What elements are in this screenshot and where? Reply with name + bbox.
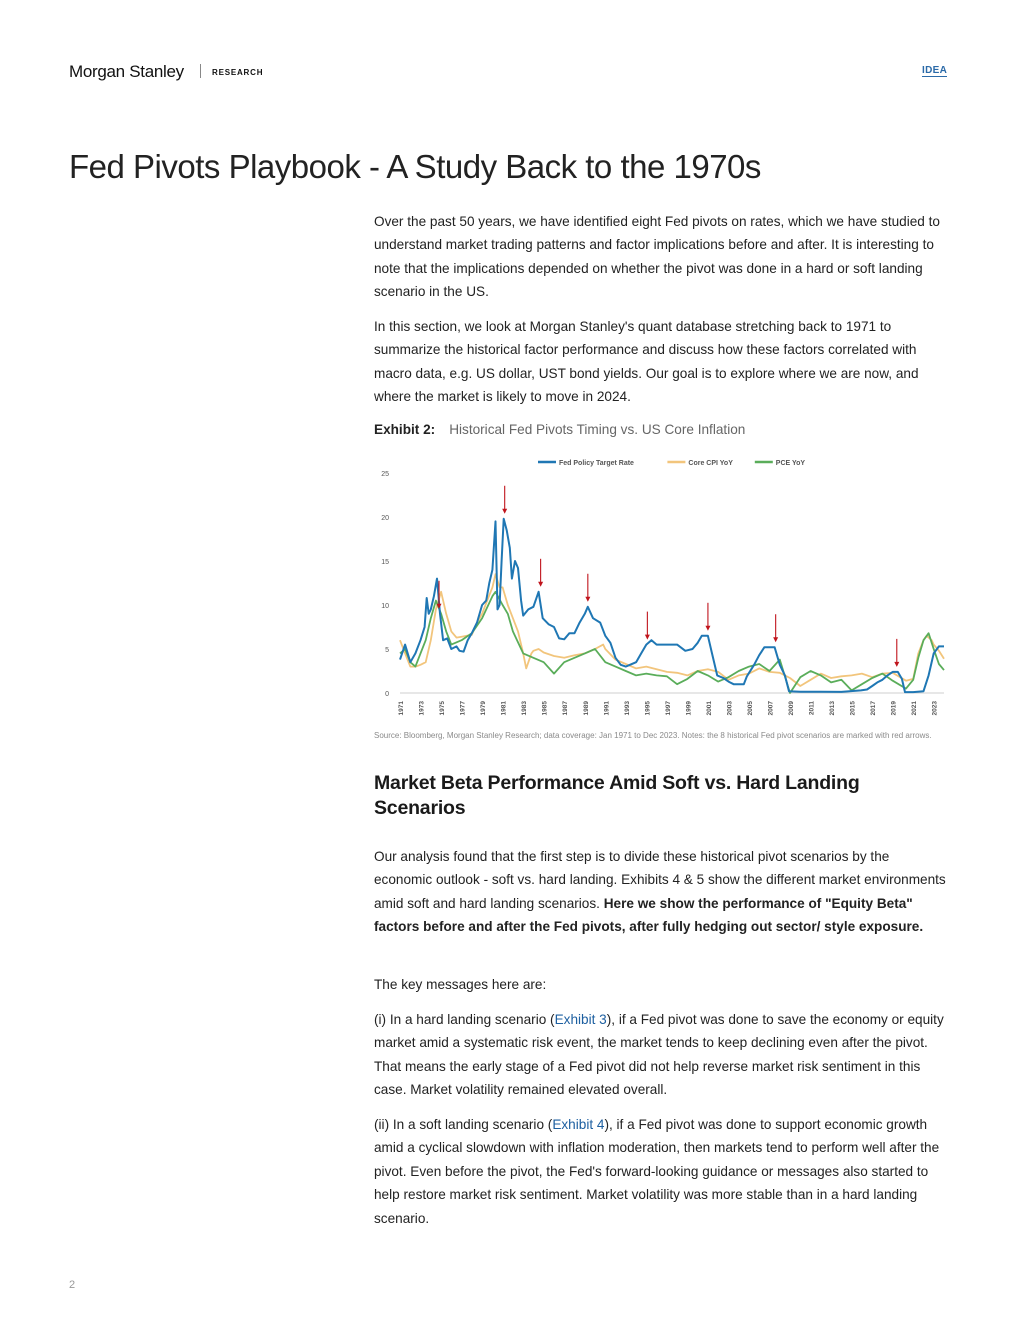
x-tick-label: 2011 bbox=[809, 701, 816, 715]
page-number: 2 bbox=[69, 1279, 76, 1291]
x-tick-label: 2017 bbox=[870, 701, 877, 716]
pivot-arrow-head bbox=[538, 581, 544, 587]
x-tick-label: 1973 bbox=[419, 701, 426, 716]
x-tick-label: 1997 bbox=[665, 701, 672, 716]
x-tick-label: 1977 bbox=[460, 701, 467, 716]
intro-paragraph-2: In this section, we look at Morgan Stanl… bbox=[374, 319, 919, 405]
soft-landing-text-b: ), if a Fed pivot was done to support ec… bbox=[374, 1117, 940, 1226]
legend-label: PCE YoY bbox=[776, 460, 806, 467]
x-tick-label: 2003 bbox=[726, 701, 733, 716]
pivot-arrow-head bbox=[436, 603, 442, 609]
x-tick-label: 2013 bbox=[829, 701, 836, 716]
x-tick-label: 1999 bbox=[685, 701, 692, 716]
pivot-arrow-head bbox=[644, 634, 650, 640]
exhibit-title: Historical Fed Pivots Timing vs. US Core… bbox=[449, 422, 746, 437]
y-tick-label: 5 bbox=[385, 647, 389, 654]
section-heading: Market Beta Performance Amid Soft vs. Ha… bbox=[374, 772, 860, 819]
y-tick-label: 0 bbox=[385, 691, 389, 698]
chart-svg: 0 5 10 15 20 25 1971 1973 1975 1977 1979 1981 1983 19… bbox=[381, 460, 945, 716]
x-tick-label: 1987 bbox=[562, 701, 569, 716]
section-paragraph-1-text: Our analysis found that the first step i… bbox=[374, 849, 946, 911]
soft-landing-text-a: (ii) In a soft landing scenario ( bbox=[374, 1117, 553, 1132]
header-divider bbox=[200, 64, 201, 78]
exhibit-caption: Exhibit 2: Historical Fed Pivots Timing v… bbox=[374, 422, 745, 437]
soft-landing-paragraph: (ii) In a soft landing scenario (Exhibit… bbox=[374, 1113, 950, 1230]
brand-logo: Morgan Stanley bbox=[69, 62, 184, 81]
x-tick-label: 1981 bbox=[501, 701, 508, 716]
y-tick-label: 10 bbox=[381, 603, 389, 610]
pivot-arrow-head bbox=[705, 625, 711, 631]
fed-pivots-chart: 0 5 10 15 20 25 1971 1973 1975 1977 1979 1981 1983 19… bbox=[374, 450, 950, 728]
x-tick-label: 2015 bbox=[850, 701, 857, 716]
x-tick-label: 1979 bbox=[480, 701, 487, 716]
x-tick-label: 2023 bbox=[932, 701, 939, 716]
exhibit-3-link[interactable]: Exhibit 3 bbox=[554, 1012, 607, 1027]
legend-label: Fed Policy Target Rate bbox=[559, 460, 634, 467]
x-tick-label: 1993 bbox=[624, 701, 631, 716]
x-tick-label: 2019 bbox=[891, 701, 898, 716]
x-tick-label: 1985 bbox=[542, 701, 549, 716]
hard-landing-paragraph: (i) In a hard landing scenario (Exhibit … bbox=[374, 1008, 950, 1102]
page-title: Fed Pivots Playbook - A Study Back to th… bbox=[69, 148, 761, 185]
exhibit-4-link[interactable]: Exhibit 4 bbox=[552, 1117, 605, 1132]
series-line-core-cpi-yoy bbox=[399, 573, 945, 687]
section-paragraph-1: Our analysis found that the first step i… bbox=[374, 845, 950, 939]
series-line-pce-yoy bbox=[399, 590, 945, 694]
legend-label: Core CPI YoY bbox=[688, 460, 733, 467]
y-tick-label: 15 bbox=[381, 559, 389, 566]
pivot-arrow-head bbox=[773, 637, 779, 643]
pivot-arrow-head bbox=[894, 661, 900, 667]
x-tick-label: 1995 bbox=[644, 701, 651, 716]
intro-paragraph-1: Over the past 50 years, we have identifi… bbox=[374, 214, 940, 300]
key-messages-intro: The key messages here are: bbox=[374, 977, 547, 992]
series-line-fed-policy-target-rate bbox=[399, 517, 944, 694]
idea-badge: IDEA bbox=[922, 65, 948, 77]
x-tick-label: 1971 bbox=[398, 701, 405, 716]
hard-landing-text-a: (i) In a hard landing scenario ( bbox=[374, 1012, 555, 1027]
exhibit-number: Exhibit 2: bbox=[374, 422, 436, 437]
header-section-label: RESEARCH bbox=[212, 68, 264, 77]
section-paragraph-1-emphasis: Here we show the performance of "Equity … bbox=[374, 895, 924, 935]
x-tick-label: 2009 bbox=[788, 701, 795, 716]
exhibit-source-note: Source: Bloomberg, Morgan Stanley Resear… bbox=[374, 731, 932, 740]
pivot-arrow-head bbox=[585, 596, 591, 602]
x-tick-label: 1983 bbox=[521, 701, 528, 716]
x-tick-label: 1975 bbox=[439, 701, 446, 716]
x-tick-label: 2001 bbox=[706, 701, 713, 716]
x-tick-label: 1991 bbox=[603, 701, 610, 716]
y-tick-label: 20 bbox=[381, 515, 389, 522]
x-tick-label: 2021 bbox=[911, 701, 918, 716]
x-tick-label: 2007 bbox=[768, 701, 775, 716]
y-tick-label: 25 bbox=[381, 471, 389, 478]
x-tick-label: 1989 bbox=[583, 701, 590, 716]
hard-landing-text-b: ), if a Fed pivot was done to save the e… bbox=[374, 1012, 944, 1098]
pivot-arrow-head bbox=[502, 508, 508, 514]
x-tick-label: 2005 bbox=[747, 701, 754, 716]
